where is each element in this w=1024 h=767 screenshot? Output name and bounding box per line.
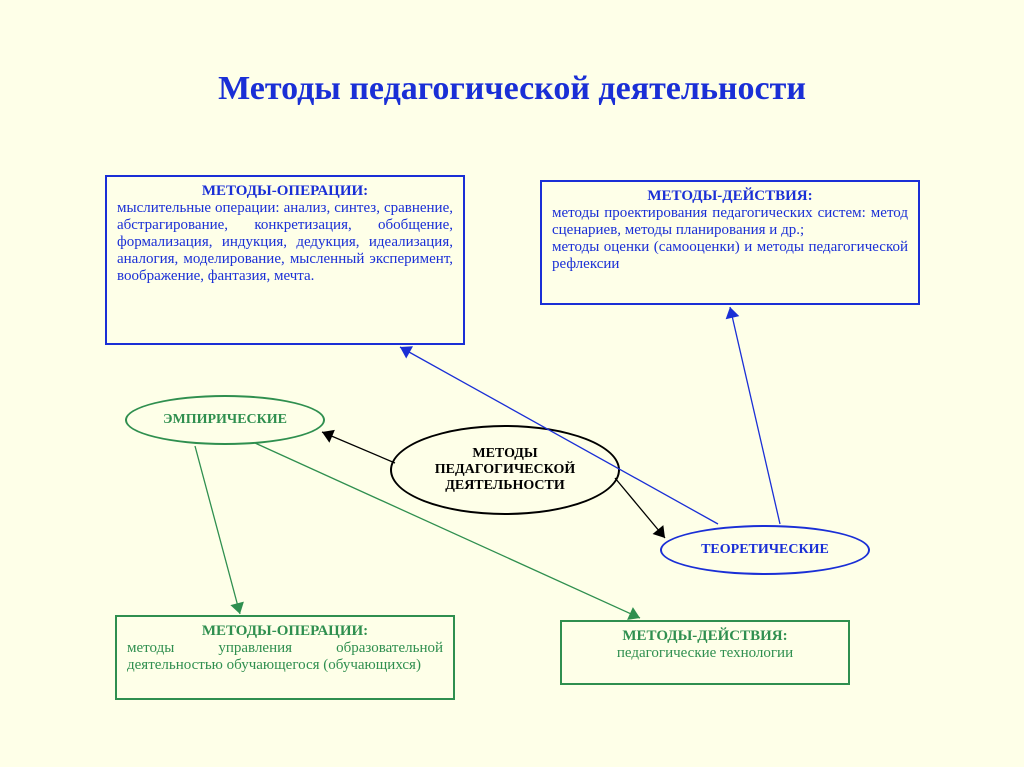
ellipse-theoretical: ТЕОРЕТИЧЕСКИЕ [660, 525, 870, 575]
box-heading: МЕТОДЫ-ДЕЙСТВИЯ: [572, 628, 838, 645]
box-body: педагогические технологии [572, 645, 838, 662]
ellipse-empirical: ЭМПИРИЧЕСКИЕ [125, 395, 325, 445]
box-heading: МЕТОДЫ-ОПЕРАЦИИ: [117, 183, 453, 200]
box-methods-operations-top: МЕТОДЫ-ОПЕРАЦИИ: мыслительные операции: … [105, 175, 465, 345]
ellipse-label: ТЕОРЕТИЧЕСКИЕ [701, 542, 829, 558]
box-methods-operations-bottom: МЕТОДЫ-ОПЕРАЦИИ: методы управления образ… [115, 615, 455, 700]
box-methods-actions-bottom: МЕТОДЫ-ДЕЙСТВИЯ: педагогические технолог… [560, 620, 850, 685]
box-body: методы управления образовательной деятел… [127, 640, 443, 674]
box-body: мыслительные операции: анализ, синтез, с… [117, 200, 453, 285]
ellipse-label: МЕТОДЫ ПЕДАГОГИЧЕСКОЙ ДЕЯТЕЛЬНОСТИ [412, 446, 598, 494]
box-body: методы проектирования педагогических сис… [552, 205, 908, 273]
ellipse-label: ЭМПИРИЧЕСКИЕ [163, 412, 287, 428]
slide-canvas: Методы педагогической деятельности МЕТОД… [0, 0, 1024, 767]
ellipse-center-methods: МЕТОДЫ ПЕДАГОГИЧЕСКОЙ ДЕЯТЕЛЬНОСТИ [390, 425, 620, 515]
box-heading: МЕТОДЫ-ДЕЙСТВИЯ: [552, 188, 908, 205]
slide-title: Методы педагогической деятельности [0, 70, 1024, 108]
box-methods-actions-top: МЕТОДЫ-ДЕЙСТВИЯ: методы проектирования п… [540, 180, 920, 305]
slide-title-text: Методы педагогической деятельности [218, 70, 806, 107]
box-heading: МЕТОДЫ-ОПЕРАЦИИ: [127, 623, 443, 640]
